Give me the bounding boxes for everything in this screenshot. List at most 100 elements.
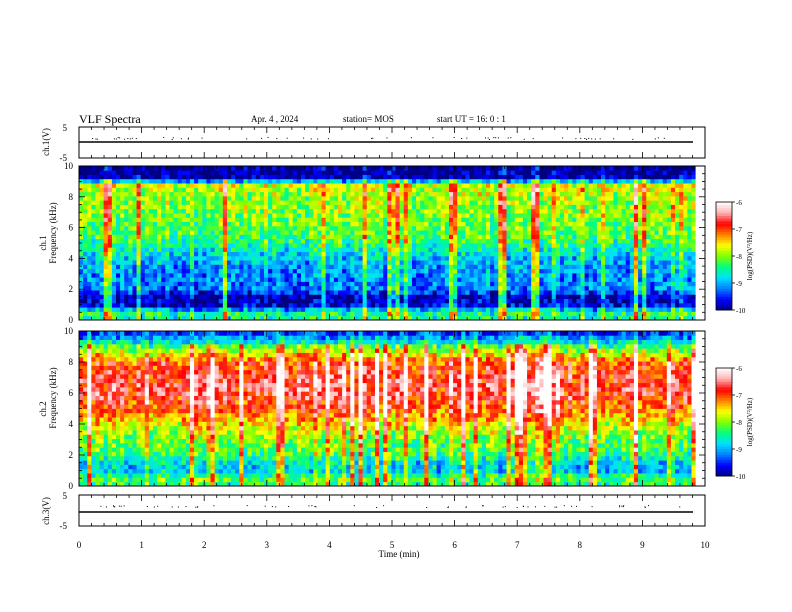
spectrogram-cell [588, 221, 594, 227]
spectrogram-cell [428, 294, 433, 300]
spectrogram-cell [95, 290, 100, 295]
spectrogram-cell [132, 204, 137, 210]
spectrogram-cell [255, 294, 261, 300]
spectrogram-cell [535, 243, 540, 248]
spectrogram-cell [231, 268, 236, 274]
spectrogram-cell [383, 272, 388, 278]
spectrogram-cell [79, 272, 84, 278]
spectrogram-cell [473, 255, 479, 261]
spectrogram-cell [83, 217, 88, 223]
waveform-sample [286, 137, 288, 139]
spectrogram-cell [169, 311, 174, 317]
spectrogram-cell [564, 183, 569, 188]
spectrogram-cell [403, 187, 409, 193]
spectrogram-cell [366, 187, 372, 193]
spectrogram-cell [514, 187, 520, 193]
spectrogram-cell [416, 302, 421, 308]
spectrogram-cell [535, 285, 540, 291]
spectrogram-cell [564, 294, 569, 300]
spectrogram-cell [280, 255, 285, 261]
spectrogram-cell [374, 178, 380, 184]
spectrogram-cell [613, 255, 618, 261]
spectrogram-cell [465, 178, 470, 184]
spectrogram-cell [383, 290, 388, 295]
spectrogram-cell [185, 195, 191, 201]
spectrogram-cell [116, 238, 121, 244]
spectrogram-cell [165, 302, 170, 308]
spectrogram-cell [321, 285, 327, 291]
spectrogram-cell [399, 272, 405, 278]
spectrogram-cell [559, 170, 565, 175]
spectrogram-cell [424, 208, 429, 214]
spectrogram-cell [506, 213, 512, 218]
spectrogram-cell [185, 243, 191, 248]
spectrogram-cell [231, 307, 236, 312]
spectrogram-cell [510, 191, 516, 197]
spectrogram-cell [387, 294, 392, 300]
spectrogram-cell [329, 195, 335, 201]
spectrogram-cell [555, 166, 561, 171]
spectrogram-cell [157, 234, 162, 240]
spectrogram-cell [296, 217, 302, 223]
spectrogram-cell [617, 195, 623, 201]
spectrogram-cell [231, 294, 236, 300]
spectrogram-cell [132, 307, 137, 312]
spectrogram-cell [198, 170, 203, 175]
spectrogram-cell [485, 255, 491, 261]
spectrogram-cell [407, 191, 413, 197]
spectrogram-cell [625, 315, 631, 321]
spectrogram-cell [498, 302, 503, 308]
spectrogram-cell [617, 225, 623, 231]
spectrogram-cell [432, 311, 438, 317]
spectrogram-cell [346, 307, 351, 312]
spectrogram-cell [444, 307, 450, 312]
spectrogram-cell [116, 183, 121, 188]
spectrogram-cell [428, 298, 433, 304]
spectrogram-cell [481, 251, 487, 257]
spectrogram-cell [140, 294, 146, 300]
spectrogram-cell [374, 234, 380, 240]
spectrogram-cell [387, 208, 392, 214]
spectrogram-cell [362, 294, 368, 300]
spectrogram-cell [337, 178, 343, 184]
spectrogram-cell [321, 302, 327, 308]
spectrogram-cell [198, 174, 203, 180]
waveform-sample [135, 138, 137, 140]
spectrogram-cell [255, 225, 261, 231]
spectrogram-cell [231, 166, 236, 171]
spectrogram-cell [617, 307, 623, 312]
spectrogram-cell [263, 183, 269, 188]
spectrogram-cell [444, 183, 450, 188]
spectrogram-cell [214, 272, 220, 278]
spectrogram-cell [592, 311, 598, 317]
spectrogram-cell [218, 191, 224, 197]
spectrogram-cell [177, 195, 183, 201]
spectrogram-cell [551, 315, 557, 321]
spectrogram-cell [288, 315, 294, 321]
spectrogram-cell [165, 247, 170, 252]
spectrogram-cell [107, 251, 113, 257]
spectrogram-cell [403, 217, 409, 223]
spectrogram-cell [362, 195, 368, 201]
spectrogram-cell [333, 217, 339, 223]
spectrogram-cell [268, 311, 273, 317]
spectrogram-cell [440, 290, 446, 295]
spectrogram-cell [255, 243, 261, 248]
spectrogram-cell [239, 264, 244, 270]
spectrogram-cell [391, 294, 396, 300]
spectrogram-cell [481, 208, 487, 214]
spectrogram-cell [453, 307, 458, 312]
spectrogram-cell [453, 204, 458, 210]
spectrogram-cell [547, 268, 553, 274]
spectrogram-cell [95, 208, 100, 214]
spectrogram-cell [576, 272, 581, 278]
spectrogram-cell [152, 174, 158, 180]
spectrogram-cell [189, 307, 195, 312]
spectrogram-cell [284, 217, 290, 223]
spectrogram-cell [329, 281, 335, 287]
spectrogram-cell [280, 200, 285, 205]
spectrogram-cell [194, 277, 199, 282]
spectrogram-cell [547, 174, 553, 180]
spectrogram-cell [424, 268, 429, 274]
spectrogram-cell [128, 213, 133, 218]
